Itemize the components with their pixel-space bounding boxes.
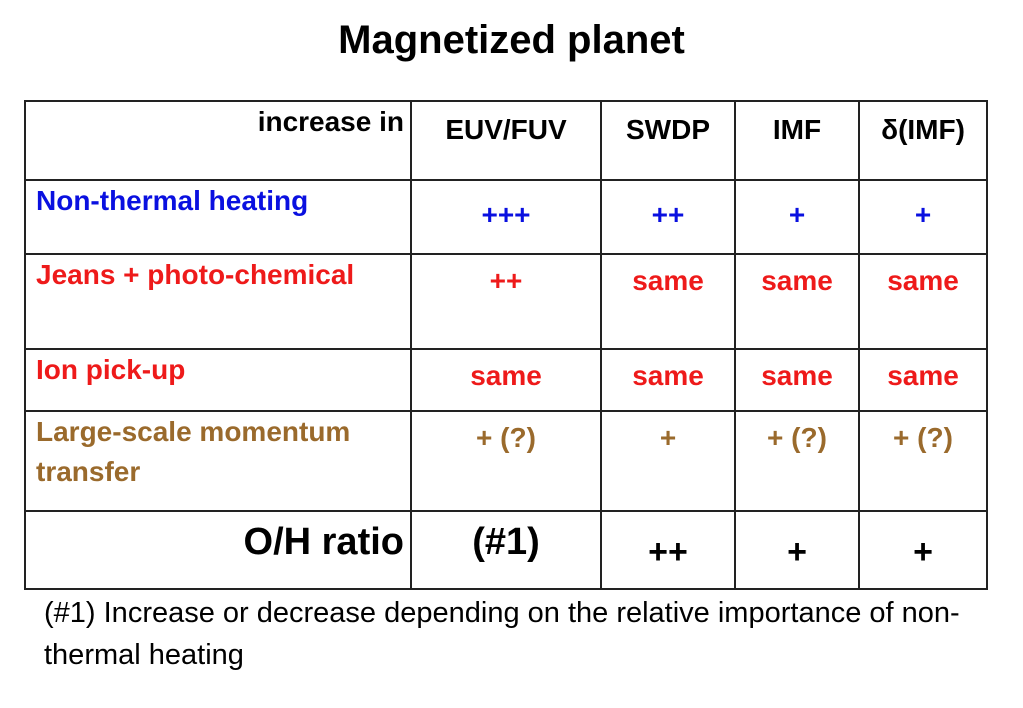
row-label-large-scale-momentum-transfer: Large-scale momentum transfer: [24, 410, 412, 512]
delta-symbol: δ: [881, 114, 899, 145]
table-row: Jeans + photo-chemical ++ same same same: [24, 253, 988, 350]
col-header-delta-imf-text: (IMF): [898, 114, 965, 145]
cell-value: +: [734, 179, 860, 255]
cell-value: +: [734, 510, 860, 590]
row-label-ion-pick-up: Ion pick-up: [24, 348, 412, 412]
comparison-table: increase in EUV/FUV SWDP IMF δ(IMF) Non-…: [24, 100, 988, 590]
cell-value: + (?): [734, 410, 860, 512]
cell-value: (#1): [410, 510, 602, 590]
cell-value: same: [858, 348, 988, 412]
cell-value: same: [734, 348, 860, 412]
footnote: (#1) Increase or decrease depending on t…: [44, 597, 960, 671]
col-header-imf: IMF: [734, 100, 860, 181]
cell-value: +: [858, 510, 988, 590]
cell-value: same: [600, 253, 736, 350]
row-label-jeans-photochemical: Jeans + photo-chemical: [24, 253, 412, 350]
cell-value: +++: [410, 179, 602, 255]
row-label-oh-ratio: O/H ratio: [24, 510, 412, 590]
table-row: O/H ratio (#1) ++ + +: [24, 510, 988, 590]
col-header-euv-fuv: EUV/FUV: [410, 100, 602, 181]
cell-value: same: [600, 348, 736, 412]
cell-value: +: [858, 179, 988, 255]
table-header-row: increase in EUV/FUV SWDP IMF δ(IMF): [24, 100, 988, 181]
cell-value: ++: [600, 510, 736, 590]
cell-value: same: [858, 253, 988, 350]
table-row: Ion pick-up same same same same: [24, 348, 988, 412]
row-label-non-thermal-heating: Non-thermal heating: [24, 179, 412, 255]
cell-value: + (?): [410, 410, 602, 512]
table-row: Non-thermal heating +++ ++ + +: [24, 179, 988, 255]
col-header-delta-imf: δ(IMF): [858, 100, 988, 181]
cell-value: ++: [600, 179, 736, 255]
cell-value: ++: [410, 253, 602, 350]
cell-value: +: [600, 410, 736, 512]
header-label: increase in: [24, 100, 412, 181]
table-row: Large-scale momentum transfer + (?) + + …: [24, 410, 988, 512]
col-header-swdp: SWDP: [600, 100, 736, 181]
cell-value: same: [734, 253, 860, 350]
cell-value: same: [410, 348, 602, 412]
page-title: Magnetized planet: [338, 18, 685, 62]
cell-value: + (?): [858, 410, 988, 512]
